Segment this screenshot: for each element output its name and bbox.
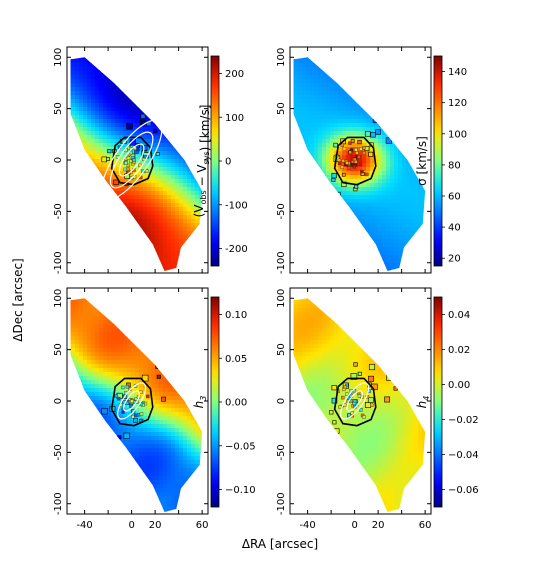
y-tick-label: 100 xyxy=(276,289,287,308)
x-tick-label: 0 xyxy=(128,520,134,531)
y-tick-label: 100 xyxy=(276,48,287,67)
x-tick-label: -40 xyxy=(76,520,92,531)
colorbar-tick-label: −0.05 xyxy=(225,441,256,452)
y-tick-label: 0 xyxy=(276,398,287,404)
colorbar-label: (Vobs − Vsys) [km/s] xyxy=(192,105,212,218)
colorbar-label: h4 xyxy=(415,396,431,409)
y-axis-label: ΔDec [arcsec] xyxy=(11,258,25,341)
y-tick-label: 50 xyxy=(53,102,64,115)
colorbar-tick-label: 120 xyxy=(448,98,467,109)
heatmap-h4 xyxy=(293,298,426,512)
colorbar-tick-label: −0.10 xyxy=(225,485,256,496)
colorbar-h3: 0.10 0.05 0.00 −0.05 −0.10 h3 xyxy=(192,296,256,508)
y-tick-label: -100 xyxy=(276,251,287,274)
y-tick-label: 50 xyxy=(53,343,64,356)
y-tick-label: -50 xyxy=(53,203,64,219)
contour-h4 xyxy=(333,377,377,427)
colorbar-tick-label: 20 xyxy=(448,254,461,265)
colorbar-h4: 0.04 0.02 0.00 −0.02 −0.04 −0.06 h4 xyxy=(415,296,479,508)
ellipses-h4 xyxy=(340,382,370,420)
colorbar-tick-label: 140 xyxy=(448,67,467,78)
panel-velocity: 100 50 0 -50 -100 200 100 0 -100 -200 (Vobs − Vsys… xyxy=(53,46,248,274)
colorbar-tick-label: 60 xyxy=(448,192,461,203)
colorbar-tick-label: 100 xyxy=(448,129,467,140)
y-tick-label: 50 xyxy=(276,343,287,356)
contour-h3 xyxy=(110,377,154,427)
colorbar-label: h3 xyxy=(192,396,208,409)
colorbar-tick-label: 0.00 xyxy=(225,398,247,409)
colorbar-tick-label: 0.10 xyxy=(225,310,247,321)
y-tick-label: 50 xyxy=(276,102,287,115)
ellipses-velocity xyxy=(100,119,163,201)
x-tick-label: -40 xyxy=(299,520,315,531)
colorbar-tick-label: -200 xyxy=(225,244,248,255)
panel-sigma: 100 50 0 -50 -100 140 120 100 80 60 40 20 σ [km/s] xyxy=(276,46,467,274)
y-tick-label: 0 xyxy=(53,157,64,163)
panel-h4: 100 50 0 -50 -100 -40 0 20 60 0.04 0.02 0.00 −0.02 −0… xyxy=(276,287,479,531)
x-tick-label: 20 xyxy=(372,520,385,531)
heatmap-h3 xyxy=(70,298,203,512)
x-axis-label: ΔRA [arcsec] xyxy=(242,537,318,551)
colorbar-tick-label: -100 xyxy=(225,200,248,211)
colorbar-label: σ [km/s] xyxy=(415,136,429,186)
colorbar-velocity: 200 100 0 -100 -200 (Vobs − Vsys) [km/s] xyxy=(192,55,248,267)
colorbar-tick-label: 0.02 xyxy=(448,345,470,356)
y-tick-label: -100 xyxy=(53,492,64,515)
colorbar-tick-label: 200 xyxy=(225,69,244,80)
colorbar-tick-label: −0.06 xyxy=(448,485,479,496)
core-bins-velocity xyxy=(115,145,149,180)
y-tick-label: 0 xyxy=(276,157,287,163)
colorbar-tick-label: −0.02 xyxy=(448,415,479,426)
colorbar-tick-label: 0 xyxy=(225,157,231,168)
y-tick-label: -50 xyxy=(53,444,64,460)
colorbar-tick-label: 0.05 xyxy=(225,354,247,365)
heatmap-sigma xyxy=(293,57,426,271)
y-tick-label: -100 xyxy=(276,492,287,515)
core-bins-h4 xyxy=(336,383,374,419)
colorbar-tick-label: 0.04 xyxy=(448,310,470,321)
contour-velocity xyxy=(110,136,154,186)
colorbar-sigma: 140 120 100 80 60 40 20 σ [km/s] xyxy=(415,55,467,267)
x-tick-label: 20 xyxy=(149,520,162,531)
y-tick-label: -100 xyxy=(53,251,64,274)
y-tick-label: -50 xyxy=(276,203,287,219)
colorbar-tick-label: 80 xyxy=(448,160,461,171)
panel-h3: 100 50 0 -50 -100 -40 0 20 60 0.10 0.05 0.00 −0.05 −0… xyxy=(53,287,256,531)
contour-sigma xyxy=(333,136,377,186)
y-tick-label: 100 xyxy=(53,48,64,67)
core-bins-h3 xyxy=(114,384,150,419)
y-tick-label: -50 xyxy=(276,444,287,460)
x-tick-label: 60 xyxy=(196,520,209,531)
colorbar-tick-label: −0.04 xyxy=(448,450,479,461)
colorbar-tick-label: 100 xyxy=(225,113,244,124)
ellipses-h3 xyxy=(117,382,147,420)
colorbar-tick-label: 0.00 xyxy=(448,380,470,391)
x-tick-label: 0 xyxy=(351,520,357,531)
x-tick-label: 60 xyxy=(419,520,432,531)
y-tick-label: 0 xyxy=(53,398,64,404)
colorbar-tick-label: 40 xyxy=(448,223,461,234)
y-tick-label: 100 xyxy=(53,289,64,308)
